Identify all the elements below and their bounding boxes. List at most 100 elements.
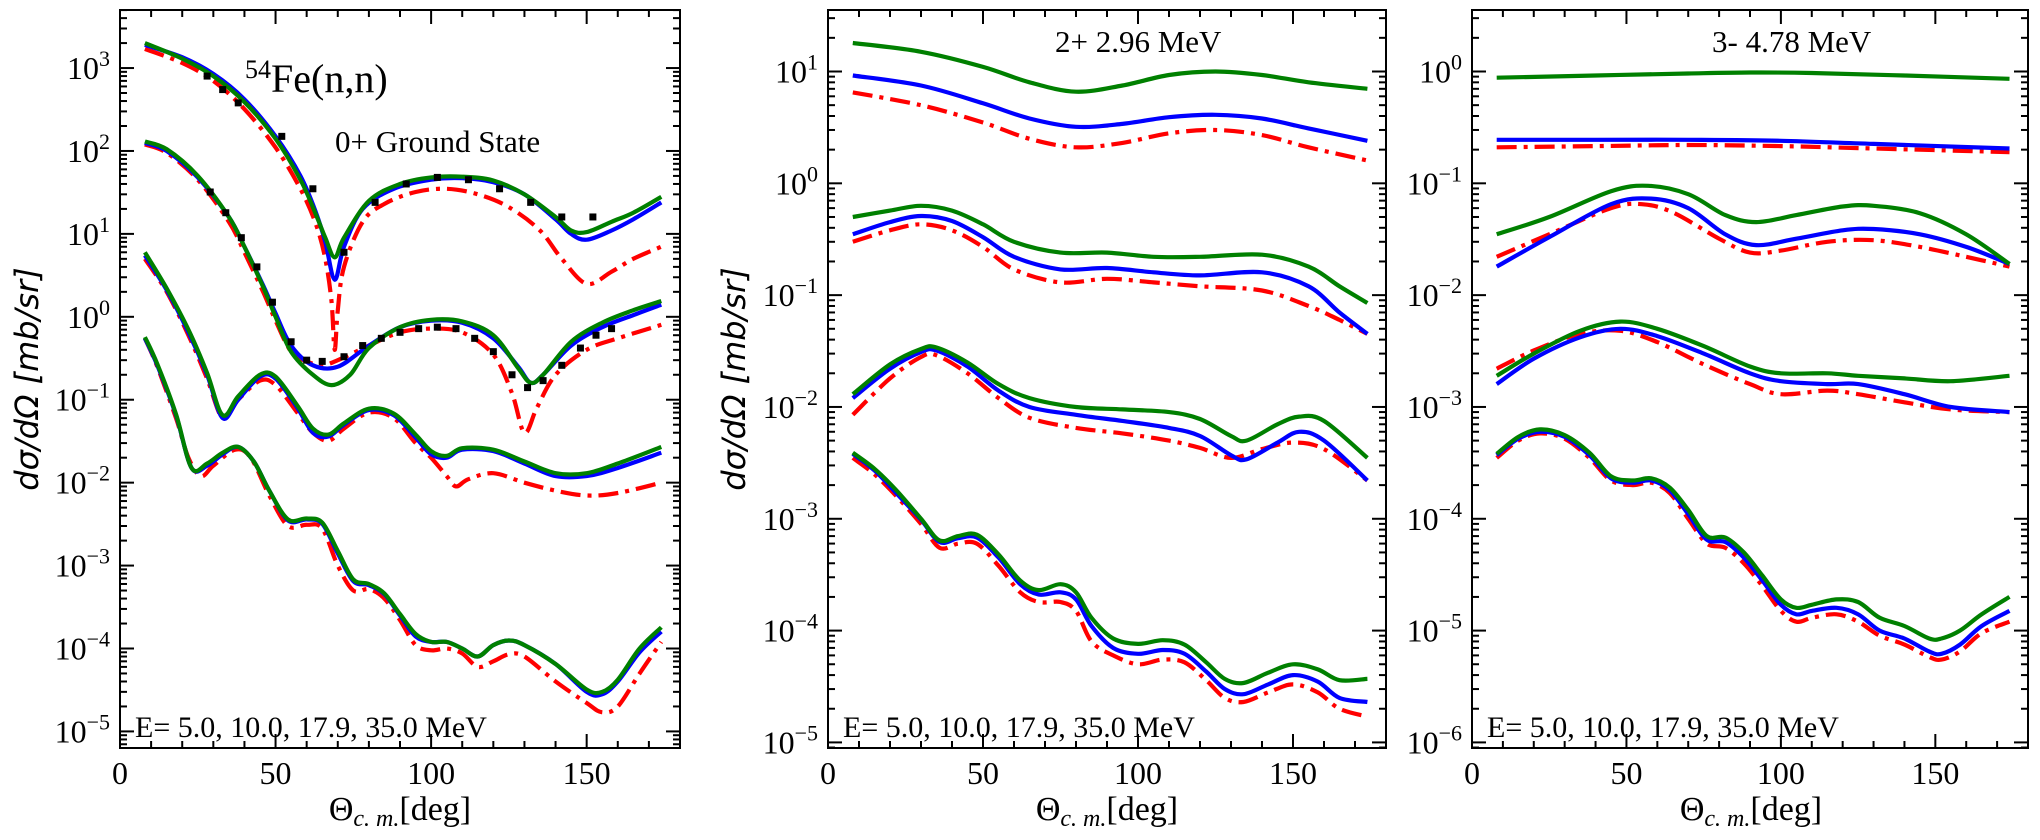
data-point: [203, 72, 211, 80]
y-tick-exponent: −1: [795, 273, 818, 298]
y-tick-exponent: 3: [99, 46, 110, 71]
y-tick-base: 10: [55, 630, 87, 666]
curve-green-3: [143, 251, 663, 477]
curve-blue-3: [1495, 326, 2010, 415]
curve-blue-1: [852, 73, 1368, 143]
y-tick-base: 10: [1407, 501, 1439, 537]
curve-green-4: [851, 451, 1368, 686]
y-tick-base: 10: [763, 501, 795, 537]
panel-3-energy-note: E= 5.0, 10.0, 17.9, 35.0 MeV: [1487, 711, 1839, 744]
x-tick-label: 0: [820, 755, 836, 791]
y-tick-base: 10: [67, 50, 99, 86]
y-tick-exponent: −4: [795, 609, 818, 634]
panel-2-frame: [827, 9, 1387, 749]
y-tick-base: 10: [775, 54, 807, 90]
curve-green-4: [1495, 427, 2011, 642]
x-tick-label: 50: [967, 755, 999, 791]
x-tick-label: 50: [260, 755, 292, 791]
x-tick-label: 0: [1464, 755, 1480, 791]
y-tick-exponent: −3: [795, 497, 818, 522]
x-tick-label: 150: [1911, 755, 1959, 791]
y-tick-base: 10: [763, 724, 795, 760]
y-tick-label: 10−3: [763, 497, 818, 537]
panel-1-frame: [119, 9, 681, 749]
curve-green-3: [851, 344, 1369, 460]
data-point: [452, 325, 460, 333]
y-tick-exponent: 2: [99, 129, 110, 154]
y-tick-base: 10: [1407, 613, 1439, 649]
curve-red-1: [852, 90, 1368, 163]
y-tick-exponent: −4: [1439, 497, 1462, 522]
data-point: [206, 188, 214, 196]
panel-1-energy-note: E= 5.0, 10.0, 17.9, 35.0 MeV: [135, 711, 487, 744]
reaction-mass-number: 54: [245, 55, 271, 84]
data-point: [608, 325, 616, 333]
data-point: [402, 180, 410, 188]
x-axis-unit-1: [deg]: [399, 791, 471, 828]
x-tick-label: 150: [1269, 755, 1317, 791]
curve-red-4: [1495, 431, 2011, 663]
panel-1-ticks: 0 50 100 15010−510−410−310−210−110010110210…: [55, 9, 681, 791]
curve-green-1: [1496, 70, 2010, 81]
curve-blue-2: [852, 213, 1369, 336]
curve-blue-4: [142, 337, 663, 698]
data-point: [359, 342, 367, 350]
y-tick-exponent: −5: [795, 720, 818, 745]
curve-red-1: [144, 46, 663, 352]
plot-clip-group: [1495, 70, 2011, 663]
curve-blue-3: [143, 254, 662, 480]
data-point: [219, 86, 227, 94]
y-tick-base: 10: [67, 216, 99, 252]
data-point: [415, 325, 423, 333]
data-point: [558, 213, 566, 221]
y-tick-label: 10−1: [763, 273, 818, 313]
data-point: [222, 209, 230, 217]
data-point: [464, 176, 472, 184]
panel-1-y-axis-title: dσ/dΩ [mb/sr]: [8, 267, 46, 490]
y-tick-base: 10: [1407, 389, 1439, 425]
x-tick-label: 100: [1757, 755, 1805, 791]
y-tick-label: 100: [775, 161, 818, 201]
y-tick-label: 10−4: [763, 609, 818, 649]
curve-red-1: [1496, 142, 2010, 155]
y-tick-exponent: −5: [1439, 609, 1462, 634]
panel-2-y-axis-title: dσ/dΩ [mb/sr]: [715, 267, 753, 490]
y-tick-base: 10: [67, 133, 99, 169]
x-tick-label: 100: [1114, 755, 1162, 791]
y-tick-label: 10−5: [1407, 609, 1462, 649]
data-point: [278, 132, 286, 140]
y-tick-label: 100: [67, 295, 110, 335]
data-point: [433, 173, 441, 181]
y-tick-base: 10: [1407, 165, 1439, 201]
y-tick-label: 102: [67, 129, 110, 169]
y-tick-label: 100: [1419, 50, 1462, 90]
y-tick-base: 10: [55, 382, 87, 418]
panel-2-state-label: 2+ 2.96 MeV: [1055, 24, 1222, 59]
panel-ground-state: 0 50 100 15010−510−410−310−210−110010110210…: [8, 9, 681, 832]
data-point: [340, 353, 348, 361]
y-tick-label: 10−4: [1407, 497, 1462, 537]
x-tick-label: 150: [563, 755, 611, 791]
data-point: [558, 361, 566, 369]
panel-1-plot-area: [142, 41, 664, 715]
curve-red-3: [143, 257, 662, 498]
reaction-title: 54Fe(n,n): [245, 55, 388, 101]
plot-clip-group: [851, 40, 1369, 719]
y-tick-exponent: −4: [87, 626, 110, 651]
y-tick-exponent: 0: [1451, 50, 1462, 75]
curve-blue-1: [1496, 137, 2010, 151]
curve-green-4: [143, 336, 663, 696]
data-point: [371, 198, 379, 206]
y-tick-label: 10−3: [1407, 385, 1462, 425]
y-tick-base: 10: [763, 613, 795, 649]
data-point: [340, 248, 348, 256]
curve-green-1: [144, 41, 663, 260]
y-tick-exponent: −3: [1439, 385, 1462, 410]
data-point: [237, 234, 245, 242]
y-tick-label: 10−5: [763, 720, 818, 760]
y-tick-label: 10−1: [55, 378, 110, 418]
reaction-name: Fe(n,n): [271, 56, 388, 101]
data-point: [287, 338, 295, 346]
